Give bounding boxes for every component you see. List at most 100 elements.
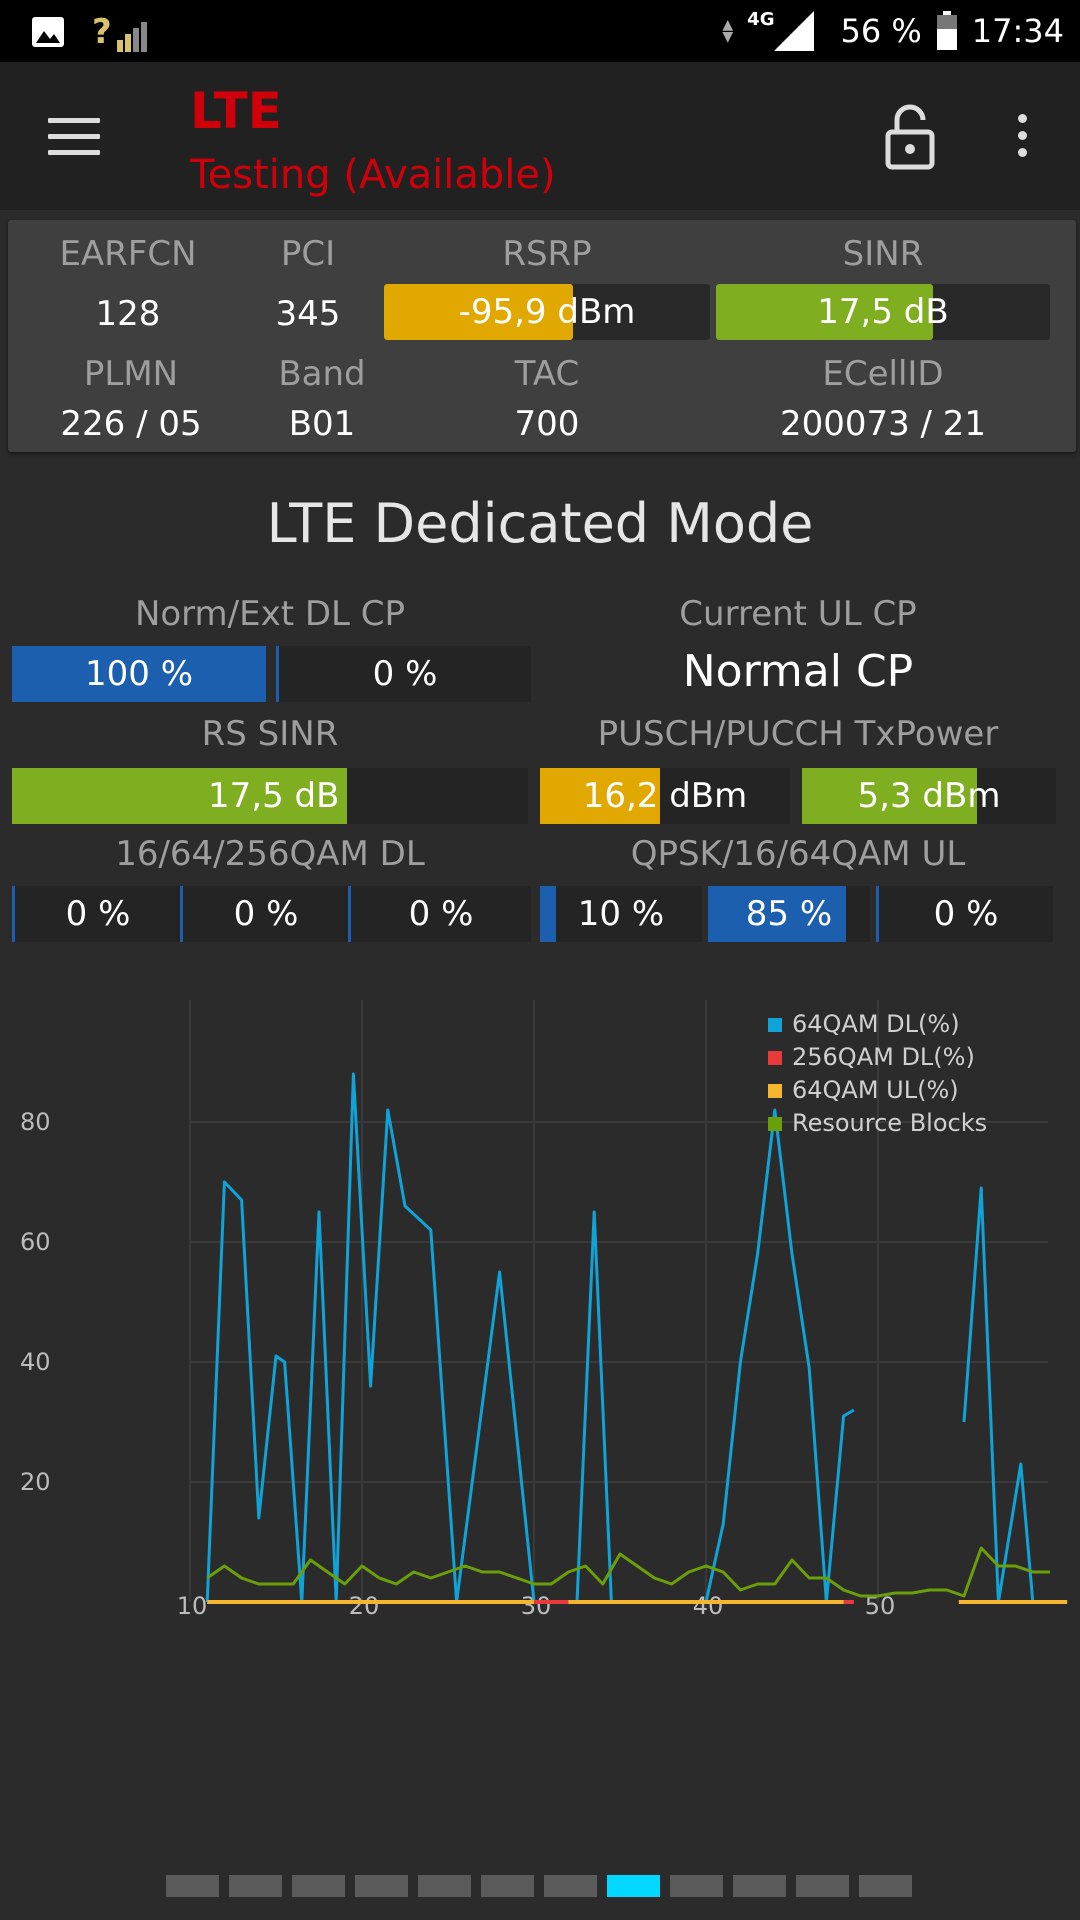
qam256-dl-value: 0 % — [408, 894, 474, 934]
pucch-power-value: 5,3 dBm — [857, 776, 1001, 816]
qpsk-ul-fill — [540, 886, 557, 942]
rs-sinr-value: 17,5 dB — [208, 776, 340, 816]
rsrp-bar: -95,9 dBm — [384, 284, 710, 340]
page-dot[interactable] — [355, 1875, 408, 1897]
band-value: B01 — [288, 404, 356, 444]
page-dot[interactable] — [733, 1875, 786, 1897]
rs-sinr-label: RS SINR — [201, 714, 339, 754]
page-dot[interactable] — [796, 1875, 849, 1897]
qam-dl-label: 16/64/256QAM DL — [115, 834, 425, 874]
x-tick-label: 10 — [177, 1592, 208, 1620]
ecellid-value: 200073 / 21 — [779, 404, 987, 444]
series-line-resource-blocks — [206, 1546, 1050, 1598]
qam256-dl-cell: 0 % — [348, 886, 531, 942]
qam64-dl-value: 0 % — [233, 894, 299, 934]
pusch-power-bar: 16,2 dBm — [540, 768, 790, 824]
rsrp-label: RSRP — [502, 234, 592, 274]
legend-swatch — [768, 1117, 782, 1131]
page-dot[interactable] — [229, 1875, 282, 1897]
legend-swatch — [768, 1084, 782, 1098]
sinr-value: 17,5 dB — [817, 292, 949, 332]
battery-percent: 56 % — [840, 12, 922, 50]
legend-swatch — [768, 1051, 782, 1065]
page-dot[interactable] — [166, 1875, 219, 1897]
page-indicator — [166, 1875, 912, 1897]
qam16-ul-fill — [708, 886, 846, 942]
pusch-power-fill — [540, 768, 660, 824]
tac-label: TAC — [514, 354, 580, 394]
x-tick-label: 30 — [521, 1592, 552, 1620]
band-label: Band — [278, 354, 366, 394]
sinr-bar-fill — [716, 284, 934, 340]
ul-cp-value: Normal CP — [682, 646, 914, 697]
series-line-64qam-dl — [962, 1186, 1035, 1604]
cell-signal-icon — [774, 11, 815, 51]
qam-ul-label: QPSK/16/64QAM UL — [630, 834, 966, 874]
lock-open-icon[interactable] — [885, 104, 935, 170]
rs-sinr-bar: 17,5 dB — [12, 768, 528, 824]
page-dot[interactable] — [292, 1875, 345, 1897]
section-title: LTE Dedicated Mode — [266, 492, 814, 555]
y-tick-label: 60 — [20, 1228, 51, 1256]
dl-cp-normal-value: 100 % — [84, 654, 193, 694]
more-options-icon[interactable] — [1010, 114, 1034, 164]
page-title: LTE — [190, 82, 282, 140]
page-dot[interactable] — [544, 1875, 597, 1897]
qam64-ul-cell: 0 % — [876, 886, 1053, 942]
image-notification-icon — [32, 17, 64, 47]
status-bar: ? ▲ ▼ 4G 56 % 17:34 — [0, 0, 1080, 62]
clock: 17:34 — [971, 12, 1064, 50]
rsrp-value: -95,9 dBm — [458, 292, 636, 332]
legend-label: 64QAM UL(%) — [792, 1076, 959, 1104]
y-tick-label: 80 — [20, 1108, 51, 1136]
dl-cp-label: Norm/Ext DL CP — [134, 594, 406, 634]
page-dot[interactable] — [607, 1875, 660, 1897]
tac-value: 700 — [514, 404, 580, 444]
earfcn-label: EARFCN — [59, 234, 197, 274]
x-tick-label: 20 — [349, 1592, 380, 1620]
dl-cp-extended-value: 0 % — [372, 654, 438, 694]
qam16-dl-value: 0 % — [65, 894, 131, 934]
legend-label: 64QAM DL(%) — [792, 1010, 960, 1038]
page-dot[interactable] — [418, 1875, 471, 1897]
page-dot[interactable] — [859, 1875, 912, 1897]
hamburger-menu-icon[interactable] — [48, 118, 100, 158]
pci-label: PCI — [280, 234, 336, 274]
pucch-power-bar: 5,3 dBm — [802, 768, 1056, 824]
y-tick-label: 20 — [20, 1468, 51, 1496]
battery-icon — [936, 11, 957, 50]
dl-cp-normal-fill — [12, 646, 266, 702]
pci-value: 345 — [275, 294, 341, 334]
ecellid-label: ECellID — [822, 354, 944, 394]
cell-info-card: EARFCN 128 PCI 345 RSRP -95,9 dBm SINR 1… — [8, 220, 1076, 452]
rsrp-bar-fill — [384, 284, 574, 340]
page-subtitle: Testing (Available) — [190, 152, 556, 198]
sinr-bar: 17,5 dB — [716, 284, 1050, 340]
legend-label: Resource Blocks — [792, 1109, 987, 1137]
ul-cp-label: Current UL CP — [679, 594, 917, 634]
qam16-ul-cell: 85 % — [708, 886, 870, 942]
page-dot[interactable] — [481, 1875, 534, 1897]
txpower-label: PUSCH/PUCCH TxPower — [597, 714, 999, 754]
dl-cp-extended-cell: 0 % — [276, 646, 531, 702]
rs-sinr-bar-fill — [12, 768, 348, 824]
sinr-label: SINR — [842, 234, 924, 274]
legend-label: 256QAM DL(%) — [792, 1043, 975, 1071]
pucch-power-fill — [802, 768, 978, 824]
y-tick-label: 40 — [20, 1348, 51, 1376]
qpsk-ul-cell: 10 % — [540, 886, 702, 942]
series-line-64qam-dl — [205, 1072, 855, 1604]
dl-cp-normal-cell: 100 % — [12, 646, 266, 702]
qam16-dl-cell: 0 % — [12, 886, 181, 942]
network-type: 4G — [747, 8, 775, 30]
app-bar: LTE Testing (Available) — [0, 62, 1080, 210]
plmn-value: 226 / 05 — [60, 404, 202, 444]
page-dot[interactable] — [670, 1875, 723, 1897]
qam64-ul-value: 0 % — [933, 894, 999, 934]
plmn-label: PLMN — [83, 354, 179, 394]
legend-swatch — [768, 1018, 782, 1032]
signal-strength-icon: ? — [92, 12, 149, 52]
qam64-dl-cell: 0 % — [180, 886, 349, 942]
qam16-ul-value: 85 % — [745, 894, 833, 934]
